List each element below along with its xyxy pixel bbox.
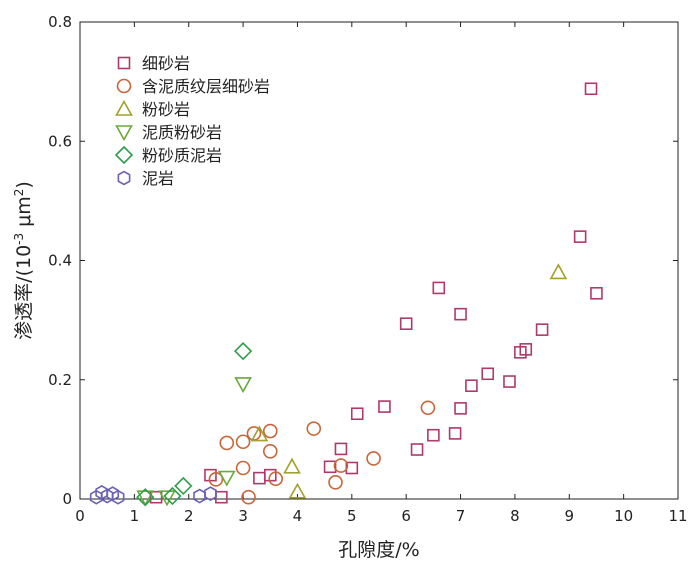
x-tick-label: 8 [510, 507, 520, 525]
data-point [535, 323, 549, 336]
data-point [262, 443, 278, 459]
data-point [366, 451, 381, 466]
data-point [149, 490, 163, 504]
data-point [163, 486, 182, 506]
legend-label: 细砂岩 [142, 54, 190, 73]
y-tick-label: 0.4 [48, 252, 72, 270]
data-point [193, 488, 207, 504]
x-tick-label: 3 [238, 507, 248, 525]
legend-marker [115, 125, 133, 142]
data-point [174, 476, 193, 496]
data-point [481, 367, 495, 381]
legend-marker [117, 170, 131, 186]
y-axis-title-main: 渗透率/(10 [13, 245, 35, 340]
legend-marker [116, 78, 132, 94]
data-point [410, 443, 424, 456]
x-tick-label: 4 [293, 507, 303, 525]
data-point [333, 458, 349, 473]
data-point [234, 377, 252, 394]
series-0 [149, 82, 603, 504]
data-point [454, 402, 467, 415]
series-5 [89, 485, 217, 505]
data-point [549, 263, 568, 280]
data-point [378, 400, 391, 413]
data-point [573, 230, 587, 243]
data-point [288, 482, 307, 499]
data-point [204, 468, 217, 482]
y-axis-title-mid: μm [13, 196, 35, 233]
y-tick-label: 0.6 [48, 132, 72, 150]
data-point [215, 490, 228, 504]
y-axis-title-sup2: 2 [12, 189, 26, 197]
y-tick-label: 0 [62, 490, 72, 508]
x-tick-label: 1 [130, 507, 140, 525]
data-point [503, 375, 516, 388]
data-point [454, 307, 467, 321]
data-point [268, 471, 284, 487]
series-2 [250, 263, 568, 499]
x-tick-label: 9 [564, 507, 574, 525]
data-point [323, 460, 337, 474]
data-point [136, 490, 155, 507]
legend-label: 泥岩 [142, 169, 174, 188]
series-3 [136, 377, 252, 507]
data-point [235, 434, 251, 450]
data-point [250, 425, 269, 442]
series-1 [208, 400, 436, 505]
data-point [514, 346, 527, 359]
data-point [427, 428, 440, 442]
x-axis-title: 孔隙度/% [338, 539, 419, 561]
data-point [448, 427, 462, 440]
series-4 [136, 341, 253, 507]
data-point [89, 489, 103, 505]
data-point [328, 475, 343, 490]
legend-marker [115, 99, 133, 116]
legend-marker [117, 56, 131, 70]
y-axis-title-end: ) [13, 181, 35, 188]
y-tick-label: 0.8 [48, 13, 72, 31]
x-tick-label: 6 [401, 507, 411, 525]
data-point [420, 400, 436, 416]
data-point [241, 489, 256, 505]
x-tick-label: 7 [456, 507, 466, 525]
x-tick-label: 5 [347, 507, 357, 525]
data-point [306, 421, 322, 436]
legend-label: 泥质粉砂岩 [142, 123, 222, 142]
data-point [432, 281, 446, 295]
data-point [235, 460, 251, 476]
data-point [350, 407, 364, 421]
data-point [262, 423, 278, 439]
legend-label: 粉砂质泥岩 [142, 146, 222, 165]
data-point [136, 488, 155, 507]
legend-label: 粉砂岩 [142, 100, 190, 119]
data-point [217, 470, 236, 487]
data-point [253, 471, 266, 485]
data-point [204, 486, 217, 502]
data-point [283, 457, 301, 474]
data-point [100, 488, 114, 504]
y-tick-label: 0.2 [48, 371, 72, 389]
legend-label: 含泥质纹层细砂岩 [142, 77, 270, 96]
axis-ticks: 0 1 2 3 4 5 6 7 8 9 10 11 0 0.2 0.4 0.6 0.8 [48, 13, 687, 525]
data-point [233, 341, 253, 361]
y-axis-title: 渗透率/(10-3 μm2) [12, 181, 35, 340]
data-point [219, 435, 235, 451]
data-point [399, 317, 413, 331]
x-tick-label: 2 [184, 507, 194, 525]
data-point [465, 379, 478, 393]
x-tick-label: 11 [668, 507, 687, 525]
x-tick-label: 0 [75, 507, 85, 525]
data-point [158, 490, 176, 507]
legend-marker [114, 145, 134, 165]
data-point [334, 442, 348, 456]
data-point [111, 489, 125, 505]
data-point [590, 286, 603, 300]
data-point [584, 82, 598, 96]
x-tick-label: 10 [614, 507, 633, 525]
data-points [89, 82, 603, 507]
y-axis-title-sup1: -3 [12, 233, 26, 245]
data-point [208, 472, 224, 487]
